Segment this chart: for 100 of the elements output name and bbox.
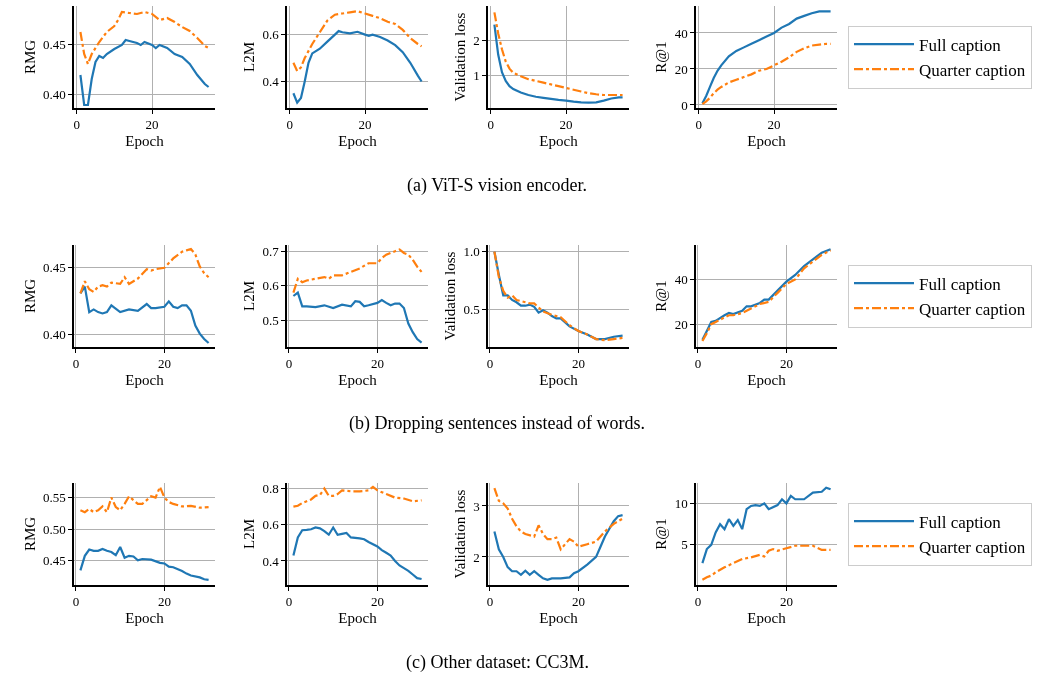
x-axis-title: Epoch: [125, 132, 165, 149]
y-tick-label: 0.4: [262, 74, 280, 90]
y-tick-label: 40: [674, 272, 688, 287]
x-axis-title: Epoch: [338, 609, 378, 626]
x-axis-title: Epoch: [125, 609, 165, 626]
x-axis-title: Epoch: [338, 132, 378, 149]
y-tick-label: 2: [473, 549, 480, 565]
legend-label: Full caption: [919, 274, 1002, 294]
y-axis-title: L2M: [241, 281, 258, 311]
x-tick-label: 20: [157, 356, 171, 372]
x-tick-label: 0: [486, 594, 494, 610]
y-tick-label: 0.40: [42, 327, 66, 343]
y-axis-title: RMG: [21, 516, 38, 552]
line-series: [292, 10, 423, 73]
line-series: [701, 486, 832, 565]
y-tick-label: 0.5: [463, 301, 480, 317]
y-tick-label: 40: [674, 25, 688, 41]
y-tick-label: 0.6: [262, 517, 280, 533]
line-series: [701, 42, 832, 106]
y-tick-label: 5: [681, 537, 688, 553]
y-axis-title: R@1: [653, 280, 670, 312]
y-axis-title: R@1: [653, 41, 670, 73]
line-series: [292, 485, 423, 508]
legend-label: Quarter caption: [919, 537, 1026, 557]
x-tick-label: 0: [73, 117, 80, 133]
x-axis-title: Epoch: [539, 132, 579, 149]
y-tick-label: 0.45: [42, 36, 66, 52]
x-tick-label: 20: [779, 356, 793, 372]
y-axis-title: R@1: [653, 518, 670, 550]
legend-label: Quarter caption: [919, 299, 1026, 319]
x-tick-label: 0: [695, 117, 702, 133]
y-tick-label: 0.7: [262, 243, 280, 259]
x-tick-label: 20: [571, 594, 585, 610]
y-tick-label: 1.0: [463, 244, 480, 260]
line-series: [493, 23, 624, 104]
y-tick-label: 0.40: [42, 86, 66, 102]
line-series: [79, 10, 210, 66]
x-axis-title: Epoch: [539, 371, 579, 388]
text: (b) Dropping sentences instead of words.: [349, 413, 645, 434]
y-axis-title: L2M: [241, 519, 258, 549]
x-axis-title: Epoch: [125, 371, 165, 388]
line-series: [79, 485, 210, 514]
x-axis-title: Epoch: [747, 371, 787, 388]
y-axis-title: Validation loss: [442, 251, 459, 341]
line-series: [701, 544, 832, 581]
y-tick-label: 0.45: [42, 553, 66, 569]
y-tick-label: 0: [681, 97, 688, 113]
y-tick-label: 2: [473, 33, 480, 49]
x-tick-label: 0: [694, 356, 702, 372]
y-tick-label: 0.4: [262, 553, 280, 569]
y-tick-label: 20: [674, 61, 688, 77]
x-axis-title: Epoch: [747, 609, 787, 626]
x-tick-label: 20: [767, 117, 781, 133]
x-axis-title: Epoch: [338, 371, 378, 388]
y-tick-label: 10: [674, 495, 688, 511]
line-series: [79, 545, 210, 582]
line-series: [493, 514, 624, 581]
y-axis-title: L2M: [241, 42, 258, 72]
x-tick-label: 0: [285, 356, 293, 372]
y-tick-label: 0.6: [262, 27, 280, 43]
x-tick-label: 20: [370, 594, 384, 610]
line-series: [493, 487, 624, 551]
legend-label: Quarter caption: [919, 60, 1026, 80]
y-tick-label: 0.8: [262, 481, 279, 497]
x-axis-title: Epoch: [747, 132, 787, 149]
x-tick-label: 0: [486, 356, 494, 372]
x-tick-label: 0: [487, 117, 494, 133]
line-series: [79, 285, 210, 345]
line-series: [701, 10, 832, 105]
x-tick-label: 20: [358, 117, 372, 133]
line-series: [292, 526, 423, 581]
y-axis-title: RMG: [21, 278, 38, 314]
y-tick-label: 0.50: [42, 521, 66, 537]
x-tick-label: 20: [157, 594, 171, 610]
x-tick-label: 20: [779, 594, 793, 610]
y-tick-label: 0.6: [262, 278, 280, 294]
line-series: [493, 11, 624, 97]
line-series: [79, 38, 210, 107]
text: (c) Other dataset: CC3M.: [406, 652, 589, 673]
legend-label: Full caption: [919, 35, 1002, 55]
line-series: [292, 29, 423, 104]
x-tick-label: 0: [286, 117, 293, 133]
x-tick-label: 20: [559, 117, 573, 133]
line-series: [79, 247, 210, 295]
y-tick-label: 0.55: [42, 490, 66, 506]
y-tick-label: 3: [473, 498, 480, 514]
y-tick-label: 20: [674, 316, 688, 332]
x-tick-label: 0: [72, 594, 80, 610]
x-tick-label: 0: [285, 594, 293, 610]
x-axis-title: Epoch: [539, 609, 579, 626]
y-axis-title: RMG: [21, 39, 38, 75]
x-tick-label: 20: [370, 356, 384, 372]
legend-label: Full caption: [919, 512, 1002, 532]
y-axis-title: Validation loss: [451, 489, 468, 579]
y-tick-label: 0.5: [262, 312, 279, 328]
y-tick-label: 1: [473, 68, 480, 84]
x-tick-label: 0: [72, 356, 80, 372]
x-tick-label: 0: [694, 594, 702, 610]
text: (a) ViT-S vision encoder.: [407, 175, 587, 196]
x-tick-label: 20: [145, 117, 159, 133]
